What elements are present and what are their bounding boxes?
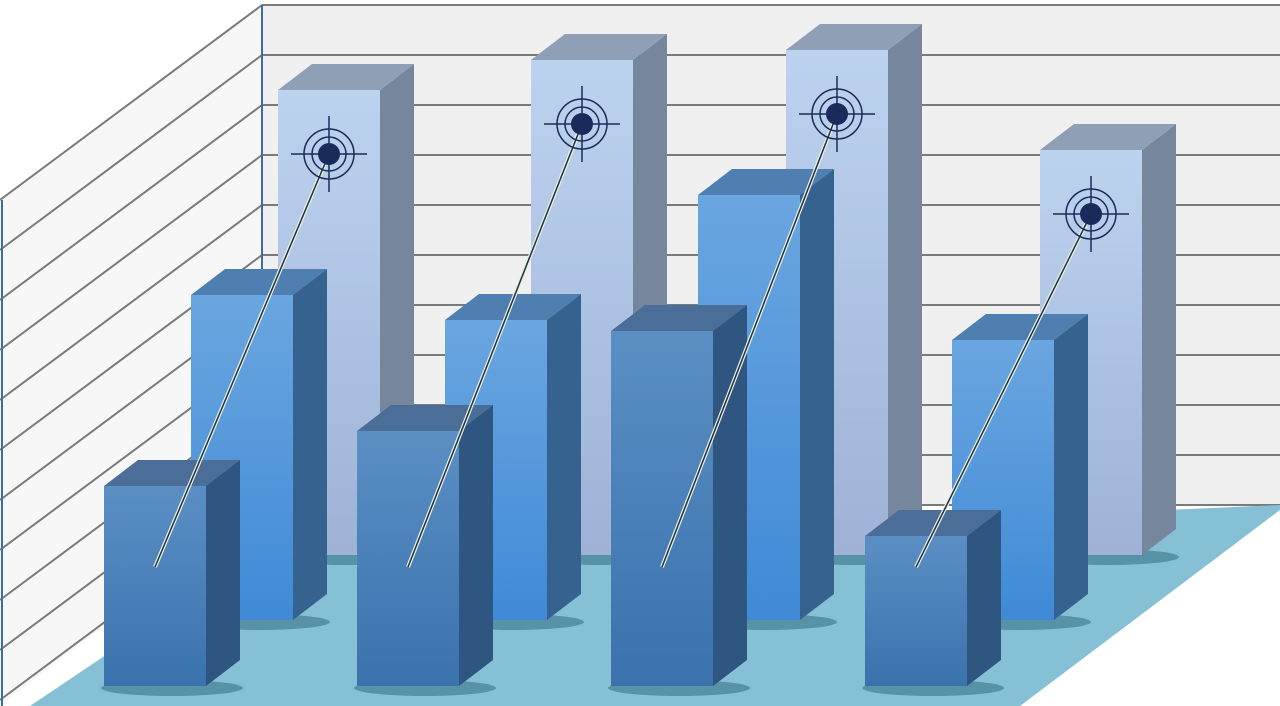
- bar-side-face: [547, 294, 581, 620]
- bar-side-face: [713, 305, 747, 686]
- bar-side-face: [206, 460, 240, 686]
- bar-side-face: [967, 510, 1001, 686]
- left-gridline: [0, 154, 263, 351]
- bar-side-face: [888, 24, 922, 555]
- bar-front-face: [104, 486, 206, 686]
- bar-front-face: [865, 536, 967, 686]
- bar-top-face: [611, 305, 747, 331]
- left-gridline: [0, 4, 263, 201]
- bar: [862, 510, 1004, 696]
- target-pointers: [153, 76, 1129, 568]
- bar-front-face: [357, 431, 459, 686]
- pointer-line: [407, 123, 583, 568]
- pointer-line: [661, 113, 838, 568]
- target-icon: [799, 76, 875, 152]
- bar-top-face: [445, 294, 581, 320]
- bars: [101, 24, 1179, 696]
- left-gridline: [0, 104, 263, 301]
- bar-side-face: [459, 405, 493, 686]
- bar-front-face: [611, 331, 713, 686]
- bar-side-face: [293, 269, 327, 620]
- bar-top-face: [698, 169, 834, 195]
- pointer-line: [154, 153, 330, 568]
- bar-side-face: [1054, 314, 1088, 620]
- bar-top-face: [786, 24, 922, 50]
- bar-top-face: [952, 314, 1088, 340]
- bar: [354, 405, 496, 696]
- bar-top-face: [1040, 124, 1176, 150]
- bar: [608, 305, 750, 696]
- bar-top-face: [191, 269, 327, 295]
- bar-top-face: [865, 510, 1001, 536]
- bar-side-face: [1142, 124, 1176, 555]
- bar-side-face: [800, 169, 834, 620]
- bar: [101, 460, 243, 696]
- bar-top-face: [357, 405, 493, 431]
- bar-top-face: [104, 460, 240, 486]
- target-icon: [1053, 176, 1129, 252]
- pointer-line: [915, 213, 1092, 568]
- bar: [695, 169, 837, 630]
- bar-top-face: [278, 64, 414, 90]
- bar-top-face: [531, 34, 667, 60]
- left-gridline: [0, 54, 263, 251]
- left-gridline: [0, 204, 263, 401]
- target-icon: [544, 86, 620, 162]
- target-icon: [291, 116, 367, 192]
